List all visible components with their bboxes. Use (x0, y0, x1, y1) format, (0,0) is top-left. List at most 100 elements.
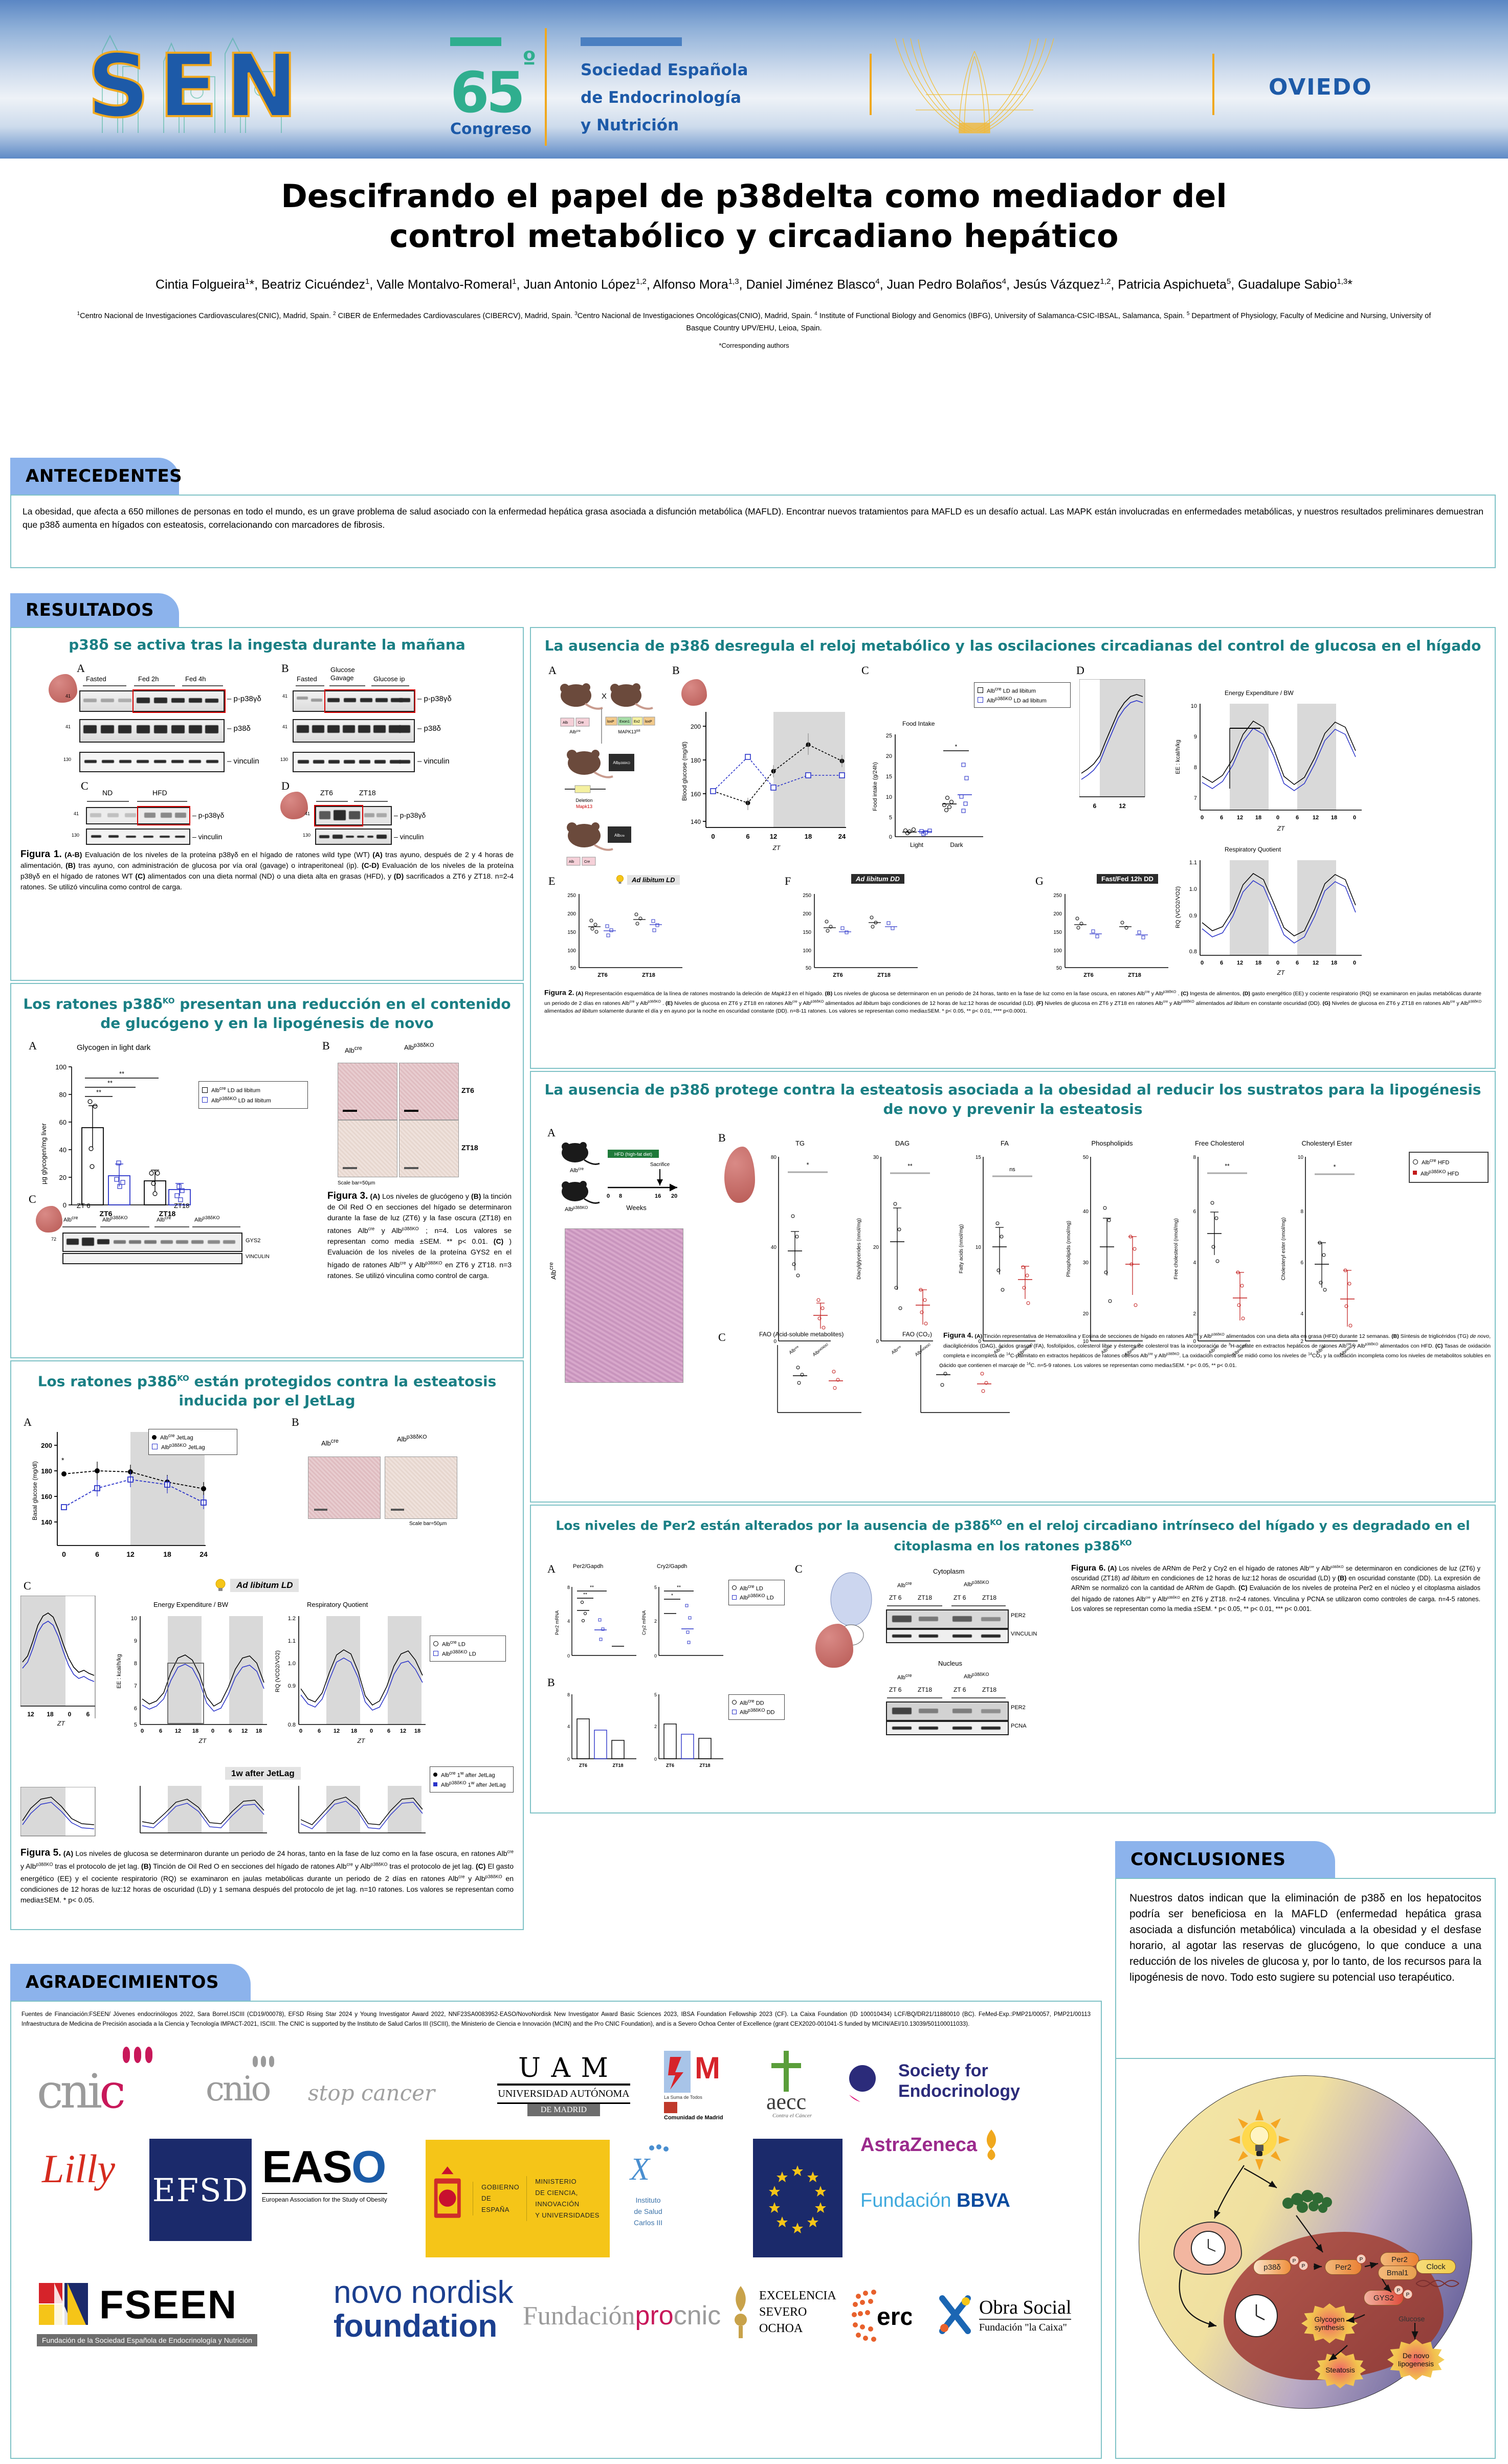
poster-title-block: Descifrando el papel de p38delta como me… (0, 176, 1508, 349)
node-per2-nuc: Per2 (1380, 2252, 1419, 2267)
svg-text:EE : kcal/h/kg: EE : kcal/h/kg (1175, 740, 1181, 774)
svg-text:**: ** (583, 1592, 587, 1598)
jetlag-gen-cre: Albcre (321, 1438, 339, 1447)
brain-clock-icon (1191, 2231, 1226, 2266)
panel-label-4d: D (1076, 664, 1084, 677)
tab-agradecimientos[interactable]: AGRADECIMIENTOS (10, 1964, 251, 2001)
tab-antecedentes[interactable]: ANTECEDENTES (10, 458, 182, 495)
legend-marker-cre (202, 1087, 208, 1093)
blot-label-vinculin-cyto: VINCULIN (1011, 1630, 1037, 1637)
blot-per2-cyto (886, 1609, 1009, 1629)
svg-text:**: ** (677, 1585, 681, 1591)
svg-text:P: P (1397, 2288, 1401, 2294)
svg-text:12: 12 (770, 833, 777, 840)
legend-dot-cre-ld (433, 1641, 438, 1647)
svg-text:6: 6 (318, 1728, 321, 1734)
jetlag-rq-chart: 1.2 1.1 1.0 0.9 0.8 RQ (VCO2/VO2) 0 6 12 18 0 6 12… (275, 1616, 426, 1744)
svg-text:1.0: 1.0 (1189, 886, 1197, 892)
tab-conclusiones[interactable]: CONCLUSIONES (1115, 1841, 1335, 1878)
phospho-icons-gys2: P P (1393, 2285, 1413, 2299)
jetlag-oilred-cre (308, 1457, 381, 1519)
svg-text:80: 80 (771, 1155, 777, 1160)
svg-text:15: 15 (886, 774, 892, 780)
svg-text:50: 50 (1056, 966, 1062, 971)
he-row-label: Albcre (548, 1262, 558, 1280)
svg-text:12: 12 (400, 1728, 406, 1734)
svg-text:P: P (1360, 2257, 1363, 2263)
svg-text:0: 0 (607, 1193, 610, 1199)
page-title: Descifrando el papel de p38delta como me… (281, 177, 1227, 255)
cyto-gen-ko: Albp38δKO (964, 1579, 989, 1588)
scale-bar-1 (343, 1110, 357, 1112)
author-list: Cintia Folgueira1*, Beatriz Cicuéndez1, … (156, 277, 1352, 292)
ee-chart-4d: 10 9 8 7 EE : kcal/h/kg 0 6 12 18 0 6 12 18 0 ZT (1175, 703, 1362, 832)
cyto-zt6-2: ZT 6 (953, 1594, 966, 1601)
svg-text:18: 18 (351, 1728, 357, 1734)
svg-text:6: 6 (1193, 1209, 1196, 1215)
svg-text:250: 250 (567, 893, 576, 899)
tab-resultados[interactable]: RESULTADOS (10, 593, 179, 627)
panel-label-4b: B (672, 664, 680, 677)
glucose-zt-ld-chart: 250 200 150 100 50 ZT6 ZT18 (567, 893, 682, 978)
logo-stop-cancer: stop cancer (308, 2080, 435, 2105)
svg-text:50: 50 (1083, 1155, 1089, 1160)
svg-text:0: 0 (773, 1339, 777, 1345)
chart-title-fao-co2: FAO (CO₂) (902, 1331, 932, 1338)
panel-circadian-clock: La ausencia de p38δ desregula el reloj m… (530, 627, 1496, 1069)
legend-6-ld: Albcre LD Albp38δKO LD (728, 1579, 785, 1605)
svg-text:ZT18: ZT18 (699, 1763, 710, 1768)
svg-text:40: 40 (59, 1146, 66, 1154)
nuc-zt18-1: ZT18 (918, 1686, 933, 1693)
scale-bar-caption: Scale bar=50µm (338, 1180, 375, 1186)
legend-sq-ko-jl (433, 1782, 437, 1786)
svg-text:Fatty acids (nmol/mg): Fatty acids (nmol/mg) (959, 1224, 964, 1273)
scale-bar-6 (391, 1509, 404, 1511)
logo-society-for-endocrinology: Society for Endocrinology (845, 2053, 1020, 2109)
svg-text:Dark: Dark (950, 841, 963, 848)
svg-text:Cry2 mRNA: Cry2 mRNA (641, 1610, 647, 1635)
svg-text:2: 2 (654, 1619, 657, 1624)
liver-icon-4b (681, 679, 707, 706)
mw-marker: 41 (65, 693, 71, 699)
svg-text:50: 50 (570, 966, 576, 971)
blot-label-d-vinculin: – vinculin (394, 833, 424, 841)
svg-text:P: P (1406, 2292, 1410, 2298)
legend-5b: Albcre HFD Albp38δKO HFD (1409, 1152, 1489, 1183)
svg-text:12: 12 (1313, 815, 1319, 821)
svg-text:*: * (955, 743, 958, 750)
svg-text:8: 8 (134, 1661, 137, 1667)
svg-text:4: 4 (567, 1619, 570, 1624)
blot-vinculin-cyto (886, 1628, 1009, 1643)
sponsor-logo-grid: cnic cnio stop cancer U A M UNIVERSIDAD … (21, 2039, 1091, 2417)
figure-5-caption: Figura 5. (A) Los niveles de glucosa se … (20, 1847, 514, 1905)
svg-text:Alb: Alb (569, 860, 574, 864)
svg-text:200: 200 (1053, 911, 1062, 917)
jetlag-ee-chart-2 (140, 1786, 267, 1834)
svg-text:24: 24 (838, 833, 846, 840)
panel-heading-2: Los ratones p38δKO presentan una reducci… (23, 995, 511, 1032)
logo-novo-nordisk-foundation: novo nordisk foundation (334, 2275, 514, 2344)
congress-65-logo: 65º Congreso Sociedad Española de Endocr… (450, 28, 783, 146)
logo-fseen: FSEEN Fundación de la Sociedad Española … (37, 2279, 257, 2346)
svg-text:200: 200 (691, 723, 701, 730)
legend-sq-ko-dd (732, 1709, 737, 1714)
svg-text:*: * (1333, 1163, 1336, 1171)
blot-group-a3: Fed 4h (185, 675, 206, 683)
node-bmal1: Bmal1 (1378, 2266, 1417, 2280)
chart-title-cry2: Cry2/Gapdh (657, 1563, 688, 1570)
blot-gen-1: Albcre (63, 1215, 78, 1223)
svg-text:0: 0 (1201, 960, 1204, 966)
svg-text:**: ** (590, 1585, 594, 1591)
cond-label-jetlag: 1w after JetLag (225, 1767, 301, 1780)
svg-text:20: 20 (59, 1174, 66, 1181)
svg-text:DAG: DAG (895, 1139, 910, 1147)
chart-title-rq: Respiratory Quotient (307, 1601, 368, 1609)
svg-text:ns: ns (1009, 1167, 1015, 1173)
liver-icon-2c (36, 1206, 62, 1233)
node-clock: Clock (1416, 2259, 1456, 2274)
legend-jetlag-after: Albcre 1w after JetLag Albp38δKO 1w afte… (430, 1766, 514, 1793)
svg-text:ZT6: ZT6 (1083, 972, 1094, 978)
figure-4-caption: Figura 4. (A) Tinción representativa de … (943, 1331, 1491, 1369)
svg-text:Free cholesterol (nmol/mg): Free cholesterol (nmol/mg) (1173, 1218, 1179, 1279)
svg-text:9: 9 (1194, 734, 1197, 740)
